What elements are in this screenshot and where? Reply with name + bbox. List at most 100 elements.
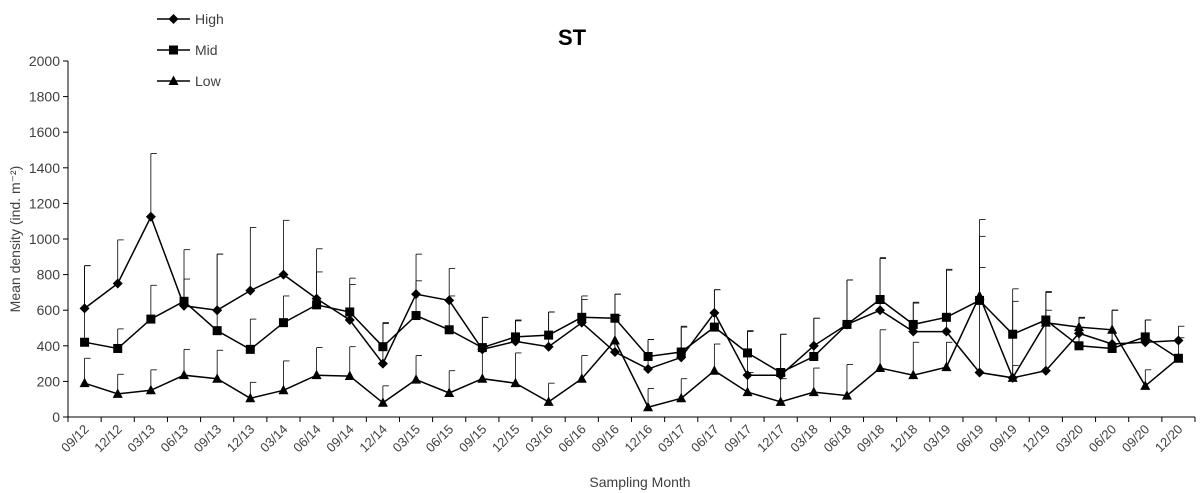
x-tick-label: 03/16 [522, 422, 556, 456]
x-tick-label: 06/17 [688, 422, 722, 456]
data-point-low [676, 392, 687, 403]
x-tick-label: 12/15 [489, 422, 523, 456]
data-point-mid [278, 318, 288, 328]
x-tick-label: 09/18 [854, 422, 888, 456]
data-point-high [112, 278, 123, 289]
y-tick-label: 1000 [29, 231, 60, 247]
data-point-high [377, 358, 388, 369]
data-point-high [941, 326, 952, 337]
data-point-low [79, 377, 90, 388]
legend-marker [168, 14, 179, 24]
data-point-low [1173, 352, 1184, 363]
data-point-mid [941, 312, 951, 322]
x-tick-label: 03/20 [1052, 422, 1086, 456]
data-point-mid [113, 343, 123, 353]
data-point-mid [776, 368, 786, 377]
y-tick-label: 800 [37, 267, 61, 283]
data-point-low [411, 374, 422, 384]
x-tick-label: 09/15 [456, 422, 490, 456]
data-point-low [974, 290, 985, 300]
data-point-low [742, 386, 753, 397]
x-tick-label: 03/17 [655, 422, 689, 456]
data-point-high [344, 314, 355, 325]
y-tick-label: 1200 [29, 195, 60, 211]
data-point-low [145, 384, 156, 395]
legend: High Mid Low [157, 11, 224, 89]
y-axis-label: Mean density (ind. m⁻²) [7, 166, 23, 313]
data-point-mid [312, 300, 322, 310]
y-tick-label: 2000 [29, 53, 60, 69]
data-point-high [1040, 365, 1051, 376]
x-tick-label: 09/19 [986, 422, 1020, 456]
data-point-low [1007, 372, 1018, 382]
data-point-mid [411, 311, 421, 321]
x-tick-label: 06/19 [953, 422, 987, 456]
x-tick-label: 12/14 [356, 422, 390, 456]
data-point-low [908, 369, 919, 380]
data-point-low [510, 377, 521, 388]
x-tick-label: 03/13 [124, 422, 158, 456]
data-point-high [245, 285, 256, 296]
data-point-mid [908, 319, 918, 329]
x-tick-label: 09/17 [721, 422, 755, 456]
data-point-mid [1107, 343, 1117, 353]
data-point-low [112, 388, 123, 398]
data-point-mid [80, 337, 90, 347]
data-point-low [212, 373, 223, 383]
data-point-high [609, 347, 620, 358]
x-tick-label: 03/18 [787, 422, 821, 456]
x-tick-label: 09/14 [323, 422, 357, 456]
x-axis-label: Sampling Month [589, 474, 690, 490]
data-point-mid [245, 344, 255, 354]
data-point-mid [1074, 341, 1084, 351]
x-tick-label: 06/15 [423, 422, 457, 456]
x-tick-label: 06/20 [1086, 422, 1120, 456]
data-point-high [875, 305, 886, 316]
y-tick-label: 200 [37, 373, 61, 389]
data-point-mid [676, 347, 686, 357]
data-point-low [1140, 380, 1151, 390]
x-tick-label: 03/19 [920, 422, 954, 456]
data-point-mid [709, 322, 719, 332]
x-tick-label: 03/15 [390, 422, 424, 456]
data-point-high [908, 326, 919, 337]
data-point-low [841, 390, 852, 400]
data-point-mid [809, 351, 819, 361]
y-tick-label: 1600 [29, 124, 60, 140]
x-tick-label: 06/13 [158, 422, 192, 456]
data-point-low [311, 369, 322, 380]
data-point-low [444, 387, 455, 397]
data-point-low [377, 397, 388, 407]
y-tick-label: 0 [52, 409, 60, 425]
data-point-mid [842, 319, 852, 329]
series-line-mid [84, 298, 1179, 374]
legend-label: High [195, 11, 224, 27]
x-tick-label: 09/12 [58, 422, 92, 456]
x-tick-label: 12/12 [91, 422, 125, 456]
legend-marker [169, 45, 178, 55]
y-tick-label: 1800 [29, 89, 60, 105]
data-point-low [941, 361, 952, 372]
data-point-mid [975, 295, 985, 305]
x-tick-label: 09/20 [1119, 422, 1153, 456]
data-point-mid [1140, 332, 1150, 342]
data-point-low [875, 362, 886, 373]
data-point-low [609, 334, 620, 345]
data-point-high [278, 269, 289, 280]
chart-title: ST [558, 25, 587, 50]
data-point-low [808, 386, 819, 397]
y-tick-label: 400 [37, 338, 61, 354]
data-point-mid [643, 351, 653, 361]
data-point-high [643, 363, 654, 374]
data-point-mid [743, 348, 753, 358]
data-point-mid [510, 332, 520, 342]
x-tick-label: 06/14 [290, 422, 324, 456]
x-tick-label: 09/13 [191, 422, 225, 456]
legend-marker [168, 75, 179, 85]
legend-label: Low [195, 73, 222, 89]
x-tick-label: 12/16 [622, 422, 656, 456]
data-point-low [344, 370, 355, 381]
data-point-mid [544, 330, 554, 340]
data-point-low [1107, 324, 1118, 334]
